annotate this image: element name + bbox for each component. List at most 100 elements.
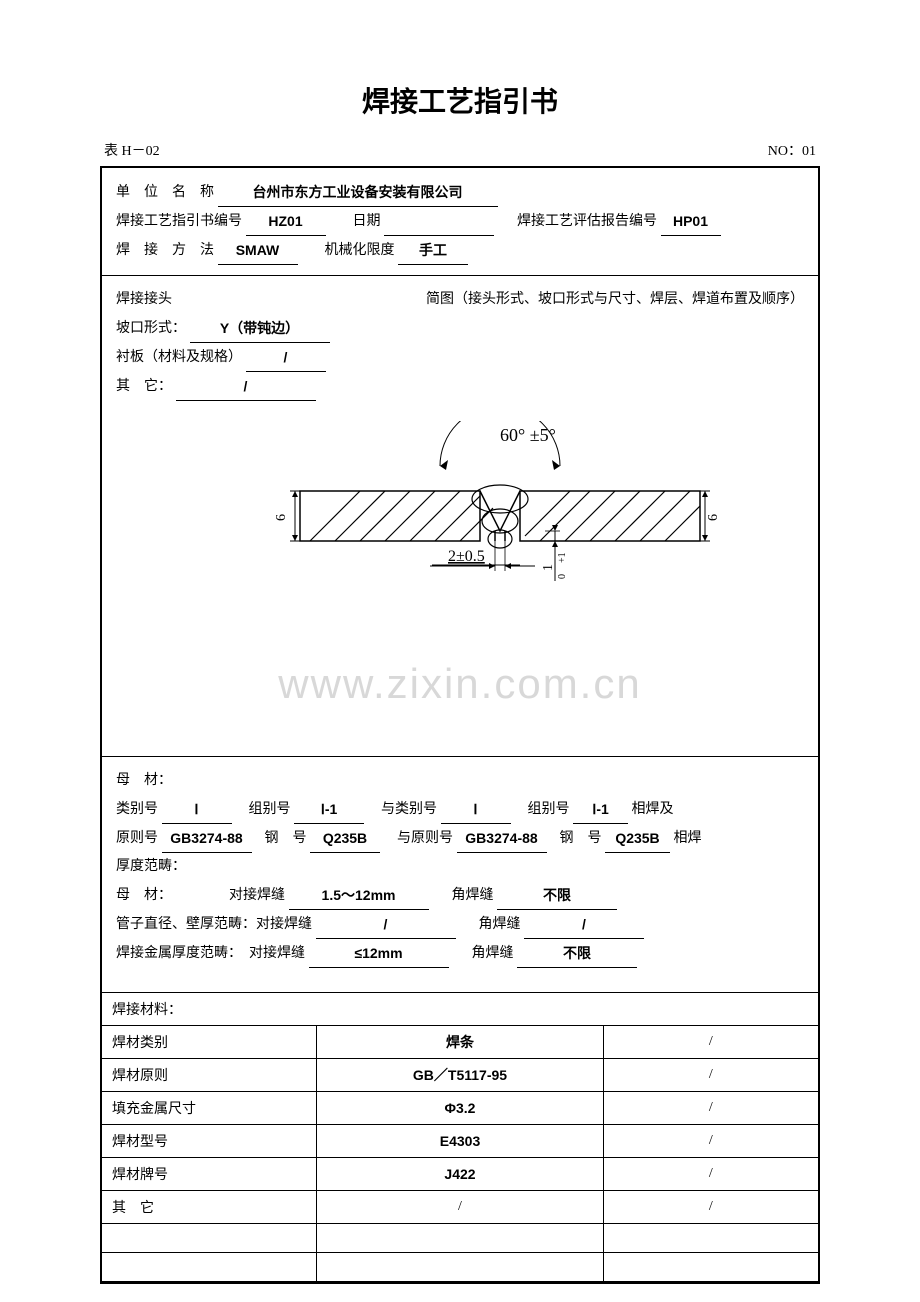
mech-label: 机械化限度 <box>325 243 395 258</box>
table-row: 焊材型号E4303/ <box>102 1125 818 1158</box>
backing-value: / <box>246 343 326 372</box>
class2: Ⅰ <box>441 795 511 824</box>
material-col1: GB／T5117-95 <box>317 1059 603 1092</box>
table-row: 填充金属尺寸Φ3.2/ <box>102 1092 818 1125</box>
class1: Ⅰ <box>162 795 232 824</box>
root-face-text: 1 <box>541 564 556 571</box>
top-labels: 表 H－02 NO：01 <box>100 140 820 160</box>
page-title: 焊接工艺指引书 <box>100 80 820 120</box>
wps-no-value: HZ01 <box>246 207 326 236</box>
wm-fillet: 不限 <box>517 939 637 968</box>
base-material-section: 母 材： 类别号 Ⅰ 组别号 Ⅰ-1 与类别号 Ⅰ 组别号 Ⅰ-1 相焊及 原则… <box>102 757 818 993</box>
table-row <box>102 1253 818 1282</box>
date-label: 日期 <box>353 214 381 229</box>
material-col1 <box>317 1224 603 1253</box>
thickness-left: 6 <box>274 514 289 521</box>
org-label: 单 位 名 称 <box>116 185 214 200</box>
wm-butt: ≤12mm <box>309 939 449 968</box>
std1: GB3274-88 <box>162 824 252 853</box>
header-section: 单 位 名 称 台州市东方工业设备安装有限公司 焊接工艺指引书编号 HZ01 日… <box>102 168 818 276</box>
root-tol-minus: 0 <box>557 574 568 579</box>
groove-diagram: 60° ±5° <box>116 421 804 726</box>
joint-title: 焊接接头 <box>116 286 172 314</box>
pipe-fillet: / <box>524 910 644 939</box>
fillet1: 不限 <box>497 881 617 910</box>
weld-with-1: 相焊及 <box>632 802 674 817</box>
material-col2: / <box>603 1059 818 1092</box>
material-label: 焊材原则 <box>102 1059 317 1092</box>
fillet-label-3: 角焊缝 <box>472 946 514 961</box>
material-col2 <box>603 1253 818 1282</box>
material-col2: / <box>603 1125 818 1158</box>
material-label: 焊材牌号 <box>102 1158 317 1191</box>
mech-value: 手工 <box>398 236 468 265</box>
steel2: Q235B <box>605 824 670 853</box>
other-label: 其 它： <box>116 379 172 394</box>
weldmetal-label: 焊接金属厚度范畴： 对接焊缝 <box>116 946 305 961</box>
materials-table: 焊接材料： 焊材类别焊条/焊材原则GB／T5117-95/填充金属尺寸Φ3.2/… <box>102 993 818 1282</box>
base-title: 母 材： <box>116 767 804 795</box>
backing-label: 衬板（材料及规格） <box>116 350 242 365</box>
watermark-text: www.zixin.com.cn <box>116 642 804 726</box>
material-col2 <box>603 1224 818 1253</box>
steel-label-1: 钢 号 <box>265 831 307 846</box>
materials-title: 焊接材料： <box>102 993 818 1026</box>
other-value: / <box>176 372 316 401</box>
steel1: Q235B <box>310 824 380 853</box>
material-col2: / <box>603 1158 818 1191</box>
material-label: 焊材类别 <box>102 1026 317 1059</box>
table-row: 焊材牌号J422/ <box>102 1158 818 1191</box>
diagram-label: 简图（接头形式、坡口形式与尺寸、焊层、焊道布置及顺序） <box>426 286 804 314</box>
group2: Ⅰ-1 <box>573 795 628 824</box>
table-row: 焊材类别焊条/ <box>102 1026 818 1059</box>
thick-title: 厚度范畴： <box>116 853 804 881</box>
material-col1 <box>317 1253 603 1282</box>
root-tol-plus: +1 <box>557 552 568 563</box>
material-label <box>102 1224 317 1253</box>
material-label: 其 它 <box>102 1191 317 1224</box>
groove-value: Y（带钝边） <box>190 314 330 343</box>
pipe-butt: / <box>316 910 456 939</box>
groove-label: 坡口形式： <box>116 321 186 336</box>
material-col2: / <box>603 1026 818 1059</box>
material-col1: / <box>317 1191 603 1224</box>
pqr-no-label: 焊接工艺评估报告编号 <box>517 214 657 229</box>
material-label: 填充金属尺寸 <box>102 1092 317 1125</box>
material-col1: E4303 <box>317 1125 603 1158</box>
fillet-label-1: 角焊缝 <box>452 888 494 903</box>
table-row: 焊材原则GB／T5117-95/ <box>102 1059 818 1092</box>
thickness-right: 6 <box>706 514 720 521</box>
doc-number: NO：01 <box>768 140 816 160</box>
butt-label-1: 对接焊缝 <box>229 888 285 903</box>
material-col1: Φ3.2 <box>317 1092 603 1125</box>
material-col2: / <box>603 1092 818 1125</box>
fillet-label-2: 角焊缝 <box>479 917 521 932</box>
std2: GB3274-88 <box>457 824 547 853</box>
pipe-label: 管子直径、壁厚范畴：对接焊缝 <box>116 917 312 932</box>
method-label: 焊 接 方 法 <box>116 243 214 258</box>
std-label-1: 原则号 <box>116 831 158 846</box>
group-label-1: 组别号 <box>249 802 291 817</box>
form-outer: 单 位 名 称 台州市东方工业设备安装有限公司 焊接工艺指引书编号 HZ01 日… <box>100 166 820 1284</box>
material-label: 焊材型号 <box>102 1125 317 1158</box>
material-label <box>102 1253 317 1282</box>
with-std-label: 与原则号 <box>397 831 453 846</box>
base-label-row: 母 材： <box>116 888 172 903</box>
class-label: 类别号 <box>116 802 158 817</box>
group-label-2: 组别号 <box>528 802 570 817</box>
wps-no-label: 焊接工艺指引书编号 <box>116 214 242 229</box>
method-value: SMAW <box>218 236 298 265</box>
with-class-label: 与类别号 <box>381 802 437 817</box>
material-col1: J422 <box>317 1158 603 1191</box>
pqr-no-value: HP01 <box>661 207 721 236</box>
gap-text: 2±0.5 <box>448 548 485 565</box>
steel-label-2: 钢 号 <box>560 831 602 846</box>
material-col2: / <box>603 1191 818 1224</box>
joint-section: 焊接接头 简图（接头形式、坡口形式与尺寸、焊层、焊道布置及顺序） 坡口形式： Y… <box>102 276 818 757</box>
butt1: 1.5～12mm <box>289 881 429 910</box>
weld-with-2: 相焊 <box>674 831 702 846</box>
table-row <box>102 1224 818 1253</box>
angle-text: 60° ±5° <box>500 425 556 445</box>
table-id: 表 H－02 <box>104 140 160 160</box>
table-row: 其 它// <box>102 1191 818 1224</box>
